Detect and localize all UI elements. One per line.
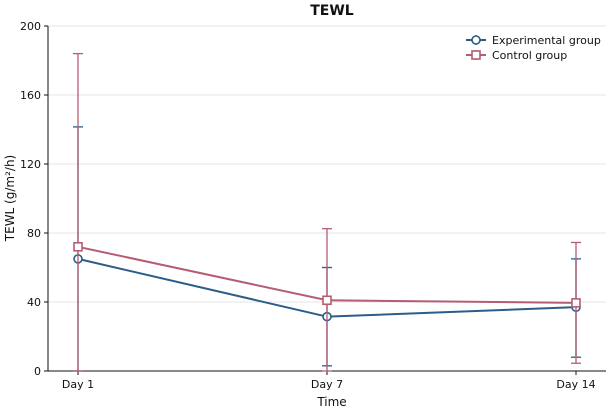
data-point [73,242,83,252]
y-tick-label: 40 [27,296,41,309]
y-tick-label: 80 [27,227,41,240]
y-tick-label: 200 [20,20,41,33]
legend: Experimental group Control group [466,34,601,62]
data-point [571,298,581,308]
data-point [471,50,481,60]
legend-item: Experimental group [466,34,601,47]
legend-item: Control group [466,49,567,62]
x-tick-label: Day 14 [556,378,595,391]
y-ticks: 0 40 80 120 160 200 [20,20,48,378]
y-tick-label: 160 [20,89,41,102]
y-tick-label: 120 [20,158,41,171]
legend-label: Control group [492,49,567,62]
y-tick-label: 0 [34,365,41,378]
y-axis-label: TEWL (g/m²/h) [3,155,17,242]
series-1 [73,52,581,372]
legend-label: Experimental group [492,34,601,47]
data-point [322,295,332,306]
series [73,52,581,372]
x-axis-label: Time [316,395,346,409]
x-tick-label: Day 7 [311,378,343,391]
x-tick-label: Day 1 [62,378,94,391]
chart-title: TEWL [310,3,354,19]
x-ticks: Day 1 Day 7 Day 14 [62,371,596,391]
data-point [471,35,481,45]
